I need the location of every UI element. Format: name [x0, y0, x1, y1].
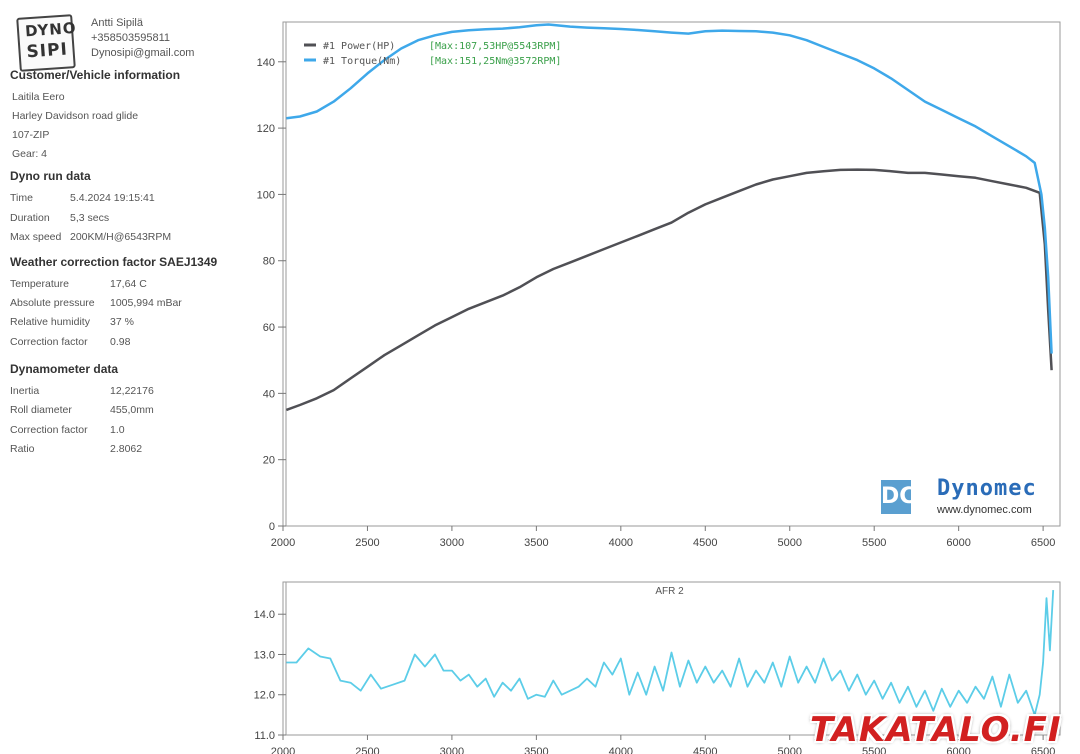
legend-entry-name: #1 Torque(Nm)	[323, 56, 401, 67]
customer-line: Harley Davidson road glide	[12, 110, 139, 122]
main-y-tick-label: 140	[257, 57, 275, 69]
main-x-tick-label: 5000	[777, 537, 801, 549]
dynomec-logo: DC Dynomec www.dynomec.com	[877, 474, 1052, 522]
dynomec-mark: DC	[881, 480, 915, 514]
weather-label: Temperature	[10, 278, 69, 290]
main-x-tick-label: 2000	[271, 537, 295, 549]
customer-line: 107-ZIP	[12, 129, 50, 141]
dyno-value: 455,0mm	[110, 404, 154, 416]
main-x-tick-label: 5500	[862, 537, 886, 549]
dynomec-url: www.dynomec.com	[937, 504, 1032, 516]
main-x-tick-label: 4000	[609, 537, 633, 549]
main-x-tick-label: 2500	[355, 537, 379, 549]
run-value: 5,3 secs	[70, 212, 110, 224]
run-value: 5.4.2024 19:15:41	[70, 192, 155, 204]
weather-value: 17,64 C	[110, 278, 147, 290]
weather-value: 37 %	[110, 316, 134, 328]
dyno-section-title: Dynamometer data	[10, 362, 119, 376]
afr-y-tick-label: 11.0	[254, 730, 275, 742]
dynomec-name: Dynomec	[937, 476, 1037, 501]
afr-y-tick-label: 13.0	[254, 649, 275, 661]
afr-y-tick-label: 14.0	[254, 609, 275, 621]
dyno-label: Roll diameter	[10, 404, 72, 416]
legend-entry-max: [Max:151,25Nm@3572RPM]	[429, 56, 561, 67]
afr-x-tick-label: 4500	[693, 746, 717, 754]
customer-line: Gear: 4	[12, 148, 48, 160]
afr-x-tick-label: 5500	[862, 746, 886, 754]
dyno-label: Inertia	[10, 385, 40, 397]
afr-x-tick-label: 2500	[355, 746, 379, 754]
afr-x-tick-label: 3500	[524, 746, 548, 754]
series-1-power-hp-line	[285, 168, 1053, 412]
takatalo-watermark: TAKATALO.FI	[810, 710, 1062, 750]
operator-phone: +358503595811	[91, 32, 171, 44]
dyno-label: Ratio	[10, 443, 35, 455]
operator-email: Dynosipi@gmail.com	[91, 47, 195, 59]
afr-x-tick-label: 4000	[609, 746, 633, 754]
weather-label: Correction factor	[10, 336, 88, 348]
main-plot-frame	[282, 21, 1061, 527]
main-y-tick-label: 80	[263, 256, 275, 268]
dyno-label: Correction factor	[10, 424, 88, 436]
main-x-tick-label: 3000	[440, 537, 464, 549]
main-x-tick-label: 6500	[1031, 537, 1055, 549]
main-y-tick-label: 100	[257, 189, 275, 201]
dyno-value: 12,22176	[110, 385, 154, 397]
customer-line: Laitila Eero	[12, 91, 65, 103]
afr-x-tick-label: 6000	[946, 746, 970, 754]
main-y-tick-label: 0	[269, 521, 275, 533]
main-x-tick-label: 3500	[524, 537, 548, 549]
weather-label: Relative humidity	[10, 316, 90, 328]
contact-block: Antti Sipilä +358503595811 Dynosipi@gmai…	[91, 16, 194, 61]
run-value: 200KM/H@6543RPM	[70, 231, 172, 243]
main-x-tick-label: 6000	[946, 537, 970, 549]
afr-x-tick-label: 6500	[1031, 746, 1055, 754]
main-x-tick-label: 4500	[693, 537, 717, 549]
operator-name: Antti Sipilä	[91, 17, 143, 29]
dyno-value: 2.8062	[110, 443, 143, 455]
run-label: Max speed	[10, 231, 62, 243]
series-1-torque-nm-line	[286, 23, 1053, 354]
run-section-title: Dyno run data	[10, 169, 91, 183]
afr-chart-title: AFR 2	[655, 586, 684, 597]
main-y-tick-label: 20	[263, 455, 275, 467]
run-label: Duration	[10, 212, 50, 224]
main-y-tick-label: 60	[263, 322, 275, 334]
dyno-value: 1.0	[110, 424, 125, 436]
weather-value: 0.98	[110, 336, 131, 348]
run-label: Time	[10, 192, 33, 204]
series-afr-2-line	[286, 590, 1055, 716]
weather-label: Absolute pressure	[10, 297, 95, 309]
main-y-tick-label: 120	[257, 123, 275, 135]
afr-x-tick-label: 2000	[271, 746, 295, 754]
afr-y-tick-label: 12.0	[254, 690, 275, 702]
weather-section-title: Weather correction factor SAEJ1349	[10, 255, 218, 269]
customer-section-title: Customer/Vehicle information	[10, 68, 181, 82]
legend-entry-max: [Max:107,53HP@5543RPM]	[429, 41, 561, 52]
afr-x-tick-label: 3000	[440, 746, 464, 754]
main-y-tick-label: 40	[263, 388, 275, 400]
weather-value: 1005,994 mBar	[110, 297, 182, 309]
afr-x-tick-label: 5000	[777, 746, 801, 754]
legend-entry-name: #1 Power(HP)	[323, 41, 395, 52]
